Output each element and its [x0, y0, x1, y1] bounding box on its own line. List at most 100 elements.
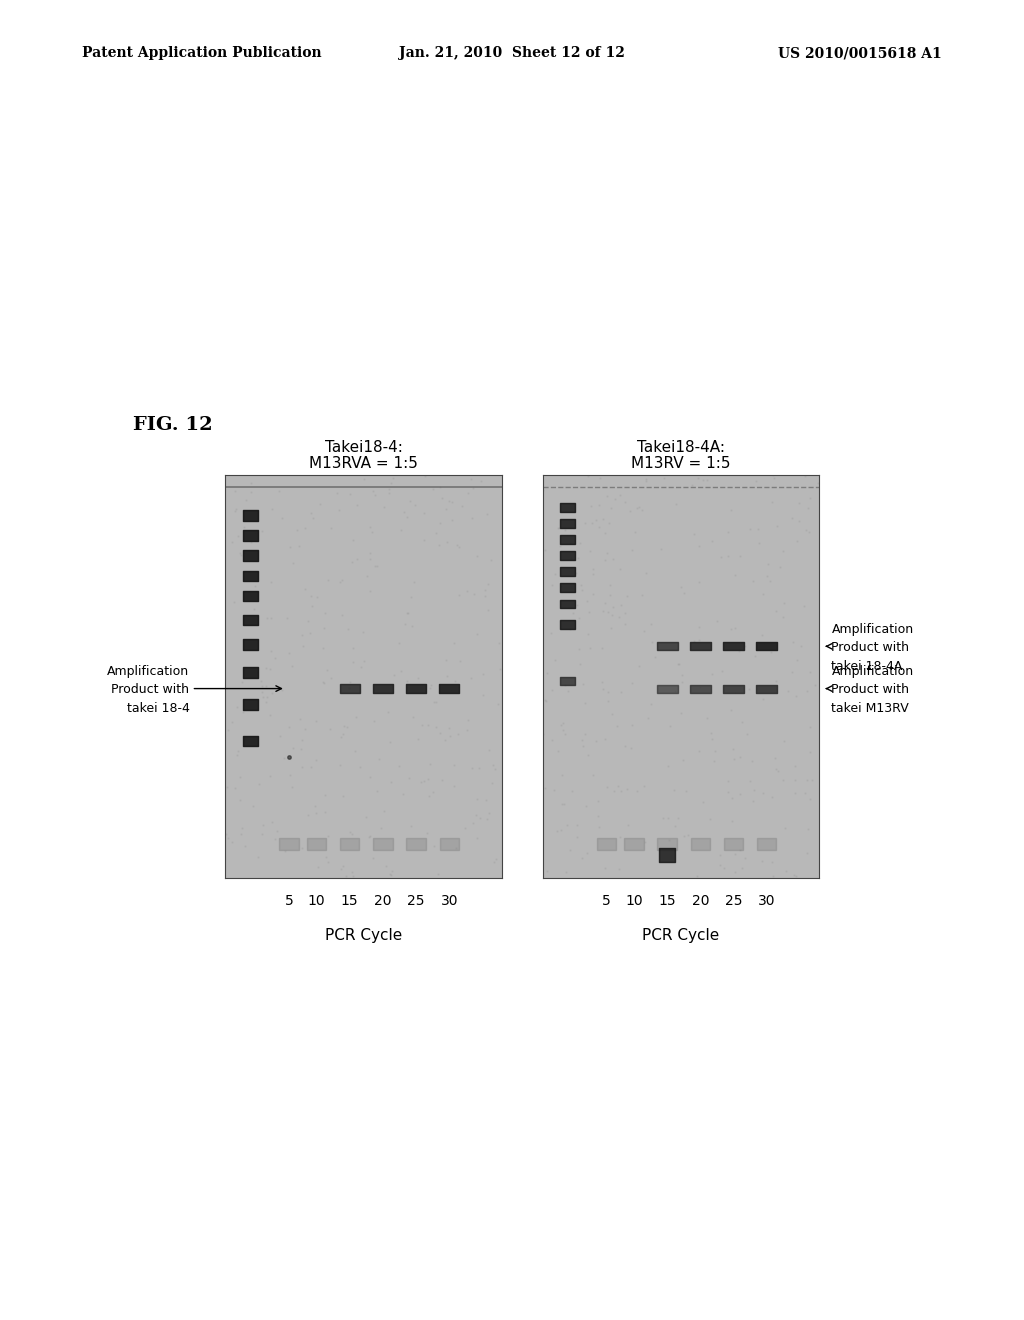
Point — [380, 702, 396, 723]
Point — [552, 536, 568, 557]
Point — [599, 543, 615, 564]
Point — [595, 601, 611, 622]
Point — [726, 862, 742, 883]
Point — [800, 818, 816, 840]
Point — [692, 676, 709, 697]
Point — [392, 661, 409, 682]
Point — [334, 605, 350, 626]
Point — [368, 556, 384, 577]
Point — [344, 822, 360, 843]
Point — [297, 719, 313, 741]
Point — [759, 566, 775, 587]
Point — [715, 661, 731, 682]
Point — [688, 865, 705, 886]
Point — [673, 577, 689, 598]
Point — [439, 531, 456, 552]
Point — [776, 593, 793, 614]
Point — [273, 508, 290, 529]
Point — [539, 690, 555, 711]
Point — [460, 483, 476, 504]
Point — [673, 702, 689, 723]
Point — [399, 603, 416, 624]
Point — [591, 516, 607, 537]
Point — [469, 828, 485, 849]
Point — [787, 865, 804, 886]
Point — [611, 858, 628, 879]
Point — [299, 805, 315, 826]
Point — [629, 780, 645, 801]
Point — [403, 816, 420, 837]
Point — [591, 816, 607, 837]
Point — [605, 597, 622, 618]
Point — [736, 635, 753, 656]
Point — [464, 758, 480, 779]
Point — [786, 755, 803, 776]
Point — [623, 500, 639, 521]
Point — [766, 467, 782, 488]
Point — [603, 498, 620, 519]
Point — [788, 529, 805, 550]
Point — [294, 837, 310, 858]
Point — [550, 517, 566, 539]
Point — [539, 861, 555, 882]
Point — [600, 690, 616, 711]
Point — [744, 570, 761, 591]
Point — [295, 636, 311, 657]
Point — [391, 632, 408, 653]
Point — [302, 586, 318, 607]
Point — [763, 642, 779, 663]
Point — [349, 548, 366, 569]
Point — [695, 791, 712, 812]
Point — [258, 686, 274, 708]
Point — [554, 793, 570, 814]
Point — [486, 758, 503, 779]
Point — [477, 579, 494, 601]
Point — [361, 548, 378, 569]
Point — [764, 851, 780, 873]
Point — [775, 540, 792, 561]
Point — [474, 664, 490, 685]
Point — [577, 693, 593, 714]
Point — [611, 484, 628, 506]
Point — [294, 756, 310, 777]
Text: Takei18-4A:: Takei18-4A: — [637, 441, 725, 455]
Point — [720, 545, 736, 566]
Point — [562, 840, 579, 861]
Point — [236, 516, 252, 537]
Point — [712, 855, 728, 876]
Point — [384, 861, 400, 882]
Point — [403, 586, 420, 607]
Point — [460, 709, 476, 730]
Point — [364, 521, 380, 543]
Point — [454, 496, 470, 517]
Point — [219, 777, 236, 799]
Point — [341, 677, 357, 698]
Point — [593, 671, 609, 692]
Point — [484, 755, 501, 776]
Point — [426, 836, 442, 857]
Point — [410, 667, 426, 688]
Point — [446, 754, 463, 775]
Point — [634, 585, 650, 606]
Point — [800, 498, 816, 519]
Point — [572, 532, 589, 553]
Point — [768, 671, 784, 692]
Point — [624, 539, 640, 560]
Point — [315, 672, 332, 693]
Point — [631, 496, 647, 517]
Point — [229, 744, 246, 766]
Point — [246, 598, 262, 619]
Point — [228, 697, 245, 718]
Point — [226, 480, 243, 502]
Point — [233, 817, 250, 838]
Point — [419, 768, 435, 789]
Point — [783, 661, 800, 682]
Point — [329, 483, 345, 504]
Point — [437, 730, 454, 751]
Point — [425, 692, 441, 713]
Point — [727, 616, 743, 638]
Point — [391, 755, 408, 776]
Point — [616, 602, 633, 623]
Point — [775, 607, 792, 628]
Point — [583, 495, 599, 516]
